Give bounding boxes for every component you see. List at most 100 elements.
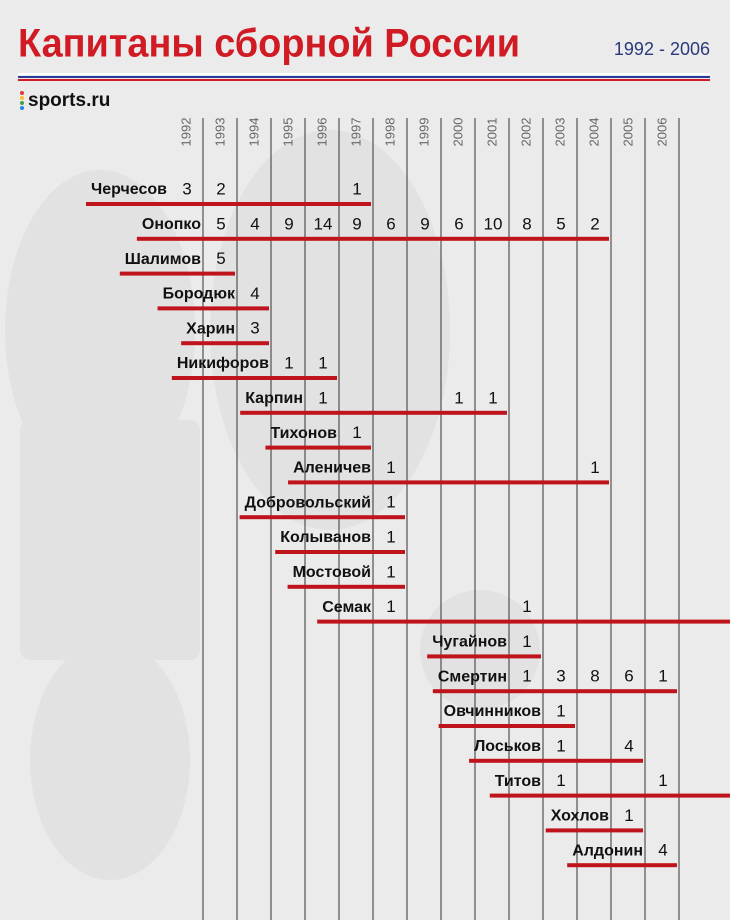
cap-count: 1 xyxy=(386,458,395,477)
cap-count: 4 xyxy=(250,214,259,233)
year-label: 2005 xyxy=(620,118,635,147)
cap-count: 6 xyxy=(386,214,395,233)
year-label: 1999 xyxy=(416,118,431,147)
year-label: 1994 xyxy=(246,118,261,147)
cap-count: 9 xyxy=(352,214,361,233)
tenure-bar xyxy=(438,724,575,728)
tenure-bar xyxy=(157,306,269,311)
cap-count: 3 xyxy=(182,179,191,198)
tenure-bar xyxy=(275,550,405,554)
player-name: Мостовой xyxy=(293,564,371,581)
cap-count: 6 xyxy=(454,214,463,233)
year-label: 2004 xyxy=(586,118,601,147)
year-label: 1995 xyxy=(280,118,295,147)
player-name: Титов xyxy=(495,773,541,790)
cap-count: 1 xyxy=(386,493,395,512)
tenure-bar xyxy=(469,758,643,763)
cap-count: 1 xyxy=(386,527,395,546)
year-label: 1992 xyxy=(178,118,193,147)
period: 1992 - 2006 xyxy=(614,39,710,59)
tenure-bar xyxy=(427,654,541,659)
year-label: 2003 xyxy=(552,118,567,147)
tenure-bar xyxy=(545,828,643,833)
cap-count: 1 xyxy=(556,736,565,755)
cap-count: 1 xyxy=(386,562,395,581)
tenure-bar xyxy=(317,619,730,624)
cap-count: 9 xyxy=(420,214,429,233)
cap-count: 1 xyxy=(284,353,293,372)
player-name: Хохлов xyxy=(551,808,609,825)
tenure-bar xyxy=(432,689,677,694)
player-name: Черчесов xyxy=(91,181,167,198)
tenure-bar xyxy=(86,202,371,206)
cap-count: 10 xyxy=(484,214,503,233)
player-name: Шалимов xyxy=(125,251,201,268)
player-name: Лоськов xyxy=(474,738,541,755)
player-name: Смертин xyxy=(438,668,507,685)
cap-count: 4 xyxy=(624,736,633,755)
tenure-bar xyxy=(240,410,507,415)
cap-count: 1 xyxy=(658,771,667,790)
title: Капитаны сборной России xyxy=(18,22,520,66)
cap-count: 8 xyxy=(522,214,531,233)
cap-count: 2 xyxy=(590,214,599,233)
cap-count: 1 xyxy=(658,667,667,686)
year-label: 2006 xyxy=(654,118,669,147)
year-label: 1997 xyxy=(348,118,363,147)
tenure-bar xyxy=(181,341,269,346)
cap-count: 1 xyxy=(352,423,361,442)
tenure-bar xyxy=(239,515,405,520)
player-name: Добровольский xyxy=(245,494,371,511)
cap-count: 1 xyxy=(522,632,531,651)
player-name: Чугайнов xyxy=(432,634,507,651)
cap-count: 3 xyxy=(556,667,565,686)
year-label: 1998 xyxy=(382,118,397,147)
cap-count: 2 xyxy=(216,179,225,198)
player-name: Тихонов xyxy=(270,425,337,442)
cap-count: 6 xyxy=(624,667,633,686)
year-label: 2001 xyxy=(484,118,499,147)
year-label: 1993 xyxy=(212,118,227,147)
brand-icon xyxy=(20,91,24,110)
year-label: 2002 xyxy=(518,118,533,147)
player-name: Колыванов xyxy=(280,529,371,546)
cap-count: 1 xyxy=(556,701,565,720)
player-name: Алдонин xyxy=(572,842,643,859)
tenure-bar xyxy=(136,236,609,241)
player-name: Карпин xyxy=(245,390,303,407)
cap-count: 8 xyxy=(590,667,599,686)
player-name: Онопко xyxy=(142,216,201,233)
cap-count: 1 xyxy=(386,597,395,616)
year-label: 1996 xyxy=(314,118,329,147)
cap-count: 1 xyxy=(590,458,599,477)
cap-count: 4 xyxy=(658,841,667,860)
cap-count: 1 xyxy=(624,806,633,825)
tenure-bar xyxy=(288,480,609,485)
cap-count: 3 xyxy=(250,319,259,338)
cap-count: 1 xyxy=(318,353,327,372)
tenure-bar xyxy=(265,445,371,450)
cap-count: 1 xyxy=(522,667,531,686)
player-name: Овчинников xyxy=(444,703,542,720)
tenure-bar xyxy=(567,863,677,868)
player-name: Бородюк xyxy=(163,286,236,303)
cap-count: 1 xyxy=(556,771,565,790)
cap-count: 14 xyxy=(314,214,333,233)
year-label: 2000 xyxy=(450,118,465,147)
cap-count: 1 xyxy=(454,388,463,407)
cap-count: 4 xyxy=(250,284,259,303)
player-name: Никифоров xyxy=(177,355,269,372)
brand: sports.ru xyxy=(28,90,110,111)
tenure-bar xyxy=(489,793,730,798)
cap-count: 1 xyxy=(488,388,497,407)
tenure-bar xyxy=(171,376,337,380)
cap-count: 1 xyxy=(352,179,361,198)
cap-count: 1 xyxy=(522,597,531,616)
tenure-bar xyxy=(287,584,405,589)
player-name: Харин xyxy=(186,320,235,337)
player-name: Аленичев xyxy=(293,460,371,477)
tenure-bar xyxy=(119,271,235,276)
cap-count: 1 xyxy=(318,388,327,407)
cap-count: 5 xyxy=(216,214,225,233)
